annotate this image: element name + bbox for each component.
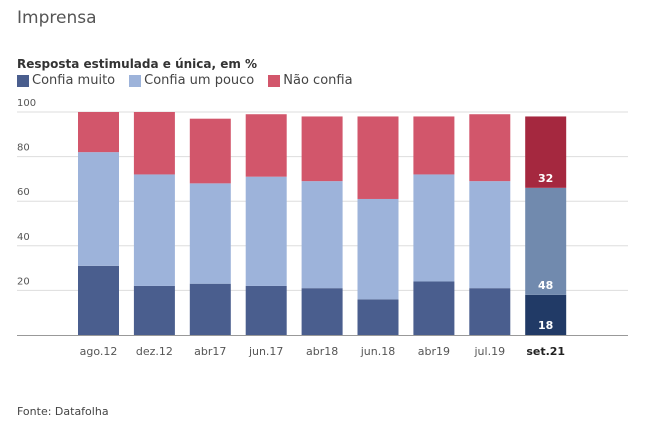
bar-segment-confia-muito (133, 285, 175, 335)
legend-label: Não confia (283, 73, 353, 88)
data-label: 18 (538, 319, 553, 332)
x-tick-label: jun.18 (360, 345, 396, 358)
y-tick-label: 80 (17, 143, 30, 154)
bar-segment-confia-um-pouco (78, 152, 119, 266)
bar-segment-confia-um-pouco (189, 183, 231, 284)
x-tick-label: abr18 (306, 345, 338, 358)
x-tick-label: jun.17 (248, 345, 284, 358)
legend-swatch-confia-muito (17, 74, 29, 87)
legend-label: Confia muito (32, 73, 116, 88)
x-tick-label: dez.12 (136, 345, 173, 358)
legend-item-nao-confia: Não confia (268, 73, 353, 88)
bar-segment-confia-muito (357, 299, 399, 335)
data-label: 32 (538, 172, 553, 185)
bar-segment-nao-confia (469, 114, 511, 182)
bar-segment-confia-muito (245, 285, 287, 335)
legend-label: Confia um pouco (144, 73, 255, 88)
legend: Confia muito Confia um pouco Não confia (17, 73, 353, 88)
bar-segment-nao-confia (133, 112, 175, 175)
bar-segment-confia-um-pouco (301, 181, 343, 289)
bar-segment-nao-confia (525, 116, 567, 188)
bar-segment-confia-um-pouco (357, 198, 399, 300)
bar-segment-nao-confia (245, 114, 287, 177)
legend-item-confia-muito: Confia muito (17, 73, 115, 88)
bar-segment-confia-muito (525, 294, 567, 335)
y-tick-label: 100 (17, 98, 36, 109)
bar-segment-nao-confia (78, 112, 119, 153)
bar-segment-confia-um-pouco (133, 174, 175, 286)
bar-segment-nao-confia (413, 116, 455, 175)
x-tick-label: ago.12 (80, 345, 118, 358)
chart-title: Imprensa (17, 8, 97, 28)
bar-segment-confia-um-pouco (469, 181, 511, 289)
x-tick-label: abr19 (418, 345, 450, 358)
source-note: Fonte: Datafolha (17, 405, 109, 418)
legend-swatch-confia-um-pouco (129, 74, 142, 87)
bar-segment-confia-um-pouco (525, 187, 567, 295)
legend-item-confia-um-pouco: Confia um pouco (129, 73, 254, 88)
bar-segment-confia-muito (78, 265, 119, 335)
bar-segment-nao-confia (357, 116, 399, 199)
y-tick-label: 40 (17, 232, 30, 243)
bar-segment-nao-confia (189, 118, 231, 184)
bar-segment-confia-um-pouco (413, 174, 455, 282)
chart-subtitle: Resposta estimulada e única, em % (17, 57, 258, 71)
bar-segment-confia-muito (189, 283, 231, 335)
y-tick-label: 60 (17, 187, 30, 198)
x-tick-label: jul.19 (474, 345, 506, 358)
legend-swatch-nao-confia (268, 74, 281, 87)
data-label: 48 (538, 279, 553, 292)
bar-segment-confia-muito (469, 288, 511, 335)
x-tick-label: set.21 (526, 345, 565, 358)
bar-segment-nao-confia (301, 116, 343, 182)
y-tick-label: 20 (17, 276, 30, 287)
bar-segment-confia-um-pouco (245, 176, 287, 286)
bar-segment-confia-muito (413, 281, 455, 335)
x-tick-label: abr17 (194, 345, 226, 358)
bar-segment-confia-muito (301, 288, 343, 335)
